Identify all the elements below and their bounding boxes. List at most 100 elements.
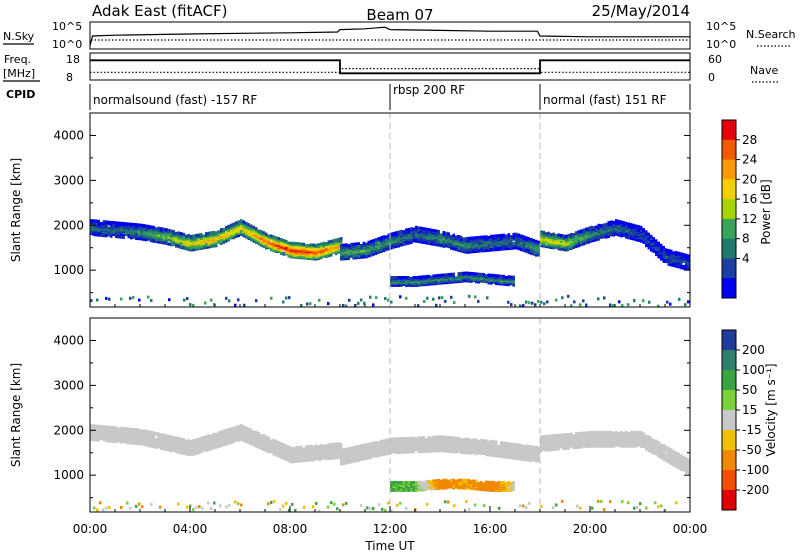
echo-cell bbox=[312, 456, 315, 460]
echo-cell bbox=[192, 234, 195, 238]
echo-cell bbox=[135, 428, 138, 432]
echo-cell bbox=[375, 241, 378, 245]
power-colorbar-frame bbox=[721, 119, 737, 299]
echo-cell bbox=[247, 427, 250, 431]
noise-panel: N.Sky 10^5 10^0 10^5 10^0 N.Search bbox=[3, 20, 796, 51]
freq-tick-top: 18 bbox=[66, 53, 80, 66]
near-range-echo bbox=[192, 303, 195, 307]
near-range-echo bbox=[543, 302, 546, 306]
echo-cell bbox=[142, 431, 145, 435]
echo-cell bbox=[657, 241, 660, 245]
echo-cell bbox=[415, 228, 418, 232]
near-range-echo bbox=[348, 298, 351, 302]
echo-cell bbox=[665, 248, 668, 252]
echo-cell bbox=[475, 272, 478, 276]
echo-cell bbox=[440, 278, 443, 282]
echo-cell bbox=[187, 237, 190, 241]
echo-cell bbox=[475, 277, 478, 281]
echo-cell bbox=[487, 273, 490, 277]
echo-cell bbox=[122, 427, 125, 430]
echo-cell bbox=[105, 220, 108, 224]
echo-cell bbox=[250, 428, 253, 432]
cpid-segment-2: rbsp 200 RF bbox=[393, 83, 465, 97]
echo-cell bbox=[675, 251, 678, 254]
echo-cell bbox=[465, 237, 468, 241]
echo-cell bbox=[637, 227, 640, 231]
echo-cell bbox=[122, 222, 125, 225]
echo-cell bbox=[312, 255, 315, 259]
echo-cell bbox=[125, 436, 128, 440]
near-range-echo bbox=[369, 295, 372, 299]
echo-cell bbox=[605, 222, 608, 226]
echo-cell bbox=[277, 237, 280, 241]
nave-tick-top: 60 bbox=[708, 53, 722, 66]
echo-cell bbox=[117, 430, 120, 434]
echo-cell bbox=[140, 436, 143, 440]
echo-cell bbox=[627, 228, 630, 232]
echo-cell bbox=[155, 227, 158, 231]
echo-cell bbox=[607, 229, 610, 232]
echo-cell bbox=[97, 233, 100, 237]
echo-cell bbox=[460, 237, 463, 241]
echo-cell bbox=[420, 275, 423, 279]
echo-cell bbox=[282, 251, 285, 255]
echo-cell bbox=[310, 243, 313, 247]
echo-cell bbox=[365, 254, 368, 258]
echo-cell bbox=[402, 276, 405, 279]
echo-cell bbox=[360, 253, 363, 257]
echo-cell bbox=[417, 275, 420, 279]
echo-cell bbox=[497, 240, 500, 244]
echo-cell bbox=[127, 225, 130, 229]
echo-cell bbox=[115, 426, 118, 430]
near-range-echo bbox=[390, 300, 393, 304]
echo-cell bbox=[217, 230, 220, 234]
echo-cell bbox=[587, 234, 590, 238]
echo-cell bbox=[255, 434, 258, 438]
echo-cell bbox=[250, 237, 253, 241]
echo-cell bbox=[442, 235, 445, 238]
echo-cell bbox=[440, 273, 443, 277]
echo-cell bbox=[157, 233, 160, 237]
echo-cell bbox=[185, 237, 188, 241]
echo-cell bbox=[340, 239, 343, 242]
echo-cell bbox=[242, 220, 245, 224]
echo-cell bbox=[195, 438, 198, 442]
echo-cell bbox=[402, 240, 405, 244]
echo-cell bbox=[330, 246, 333, 250]
echo-cell bbox=[572, 242, 575, 245]
echo-cell bbox=[435, 274, 438, 278]
echo-cell bbox=[650, 241, 653, 245]
echo-cell bbox=[122, 226, 125, 229]
echo-cell bbox=[512, 232, 515, 236]
echo-cell bbox=[582, 228, 585, 232]
echo-cell bbox=[210, 442, 213, 446]
echo-cell bbox=[430, 235, 433, 239]
echo-cell bbox=[455, 276, 458, 280]
echo-cell bbox=[112, 426, 115, 430]
echo-cell bbox=[92, 227, 95, 231]
echo-cell bbox=[415, 234, 418, 238]
echo-cell bbox=[185, 441, 188, 445]
echo-cell bbox=[367, 250, 370, 254]
power-y-tick-label: 3000 bbox=[53, 173, 84, 187]
echo-cell bbox=[650, 236, 653, 240]
echo-cell bbox=[567, 233, 570, 237]
echo-cell bbox=[252, 432, 255, 436]
echo-cell bbox=[337, 237, 340, 241]
echo-cell bbox=[400, 276, 403, 279]
echo-cell bbox=[245, 221, 248, 225]
power-echo-layer bbox=[90, 219, 690, 308]
echo-cell bbox=[437, 281, 440, 285]
echo-cell bbox=[237, 429, 240, 433]
echo-cell bbox=[627, 230, 630, 234]
echo-cell bbox=[210, 231, 213, 235]
echo-cell bbox=[627, 234, 630, 238]
echo-cell bbox=[255, 227, 258, 231]
near-range-echo bbox=[372, 303, 375, 307]
power-plot-frame bbox=[89, 112, 691, 308]
echo-cell bbox=[92, 219, 95, 223]
echo-cell bbox=[505, 234, 508, 238]
echo-cell bbox=[412, 235, 415, 239]
echo-cell bbox=[352, 246, 355, 250]
echo-cell bbox=[530, 239, 533, 243]
